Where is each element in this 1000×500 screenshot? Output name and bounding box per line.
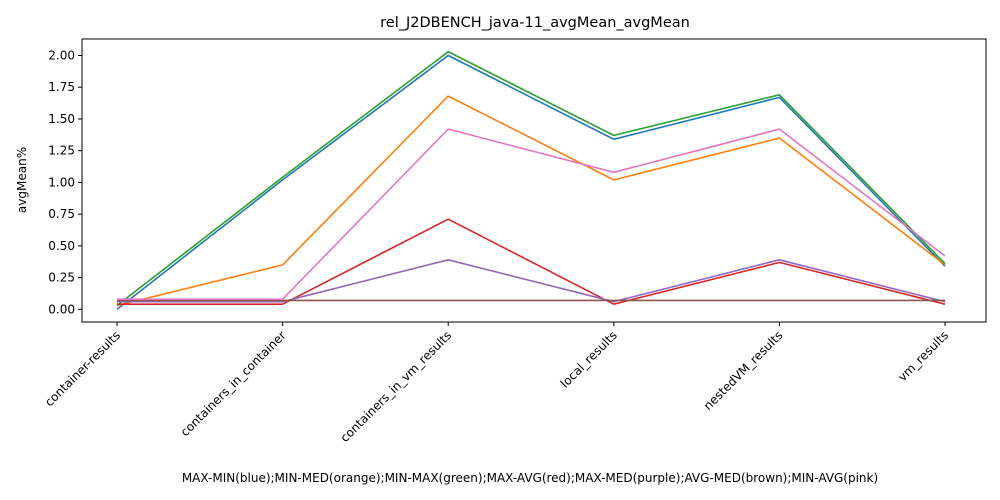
x-axis-label: MAX-MIN(blue);MIN-MED(orange);MIN-MAX(gr…: [182, 471, 878, 485]
y-tick-label: 0.25: [48, 271, 75, 285]
y-tick-label: 1.25: [48, 144, 75, 158]
series-line-4: [117, 258, 946, 303]
x-tick-label: local_results: [558, 328, 620, 390]
x-tick-label: vm_results: [895, 328, 951, 384]
y-tick-label: 0.00: [48, 302, 75, 316]
x-tick-label: container-results: [42, 328, 123, 409]
y-axis-label: avgMean%: [15, 147, 29, 213]
y-tick-label: 1.50: [48, 112, 75, 126]
series-line-0: [116, 54, 946, 310]
y-tick-label: 0.50: [48, 239, 75, 253]
plot-frame: [81, 38, 987, 323]
y-tick-label: 1.75: [48, 80, 75, 94]
y-tick-label: 0.75: [48, 207, 75, 221]
x-tick-label: containers_in_container: [178, 328, 289, 439]
x-tick-label: nestedVM_results: [701, 328, 786, 413]
y-tick-label: 2.00: [48, 48, 75, 62]
series-line-1: [116, 95, 946, 307]
series-line-2: [116, 50, 946, 307]
x-tick-label: containers_in_vm_results: [338, 328, 455, 445]
series-line-6: [117, 128, 946, 301]
y-tick-label: 1.00: [48, 175, 75, 189]
chart-title: rel_J2DBENCH_java-11_avgMean_avgMean: [380, 15, 690, 31]
series-line-3: [117, 218, 946, 306]
